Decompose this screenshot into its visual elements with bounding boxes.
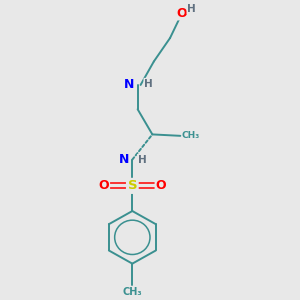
Text: H: H [138, 154, 146, 165]
Text: O: O [156, 179, 166, 192]
Text: N: N [118, 153, 129, 166]
Text: H: H [144, 79, 153, 88]
Text: O: O [98, 179, 109, 192]
Text: H: H [187, 4, 196, 14]
Text: CH₃: CH₃ [122, 286, 142, 296]
Text: N: N [124, 78, 134, 92]
Text: S: S [128, 179, 137, 192]
Text: CH₃: CH₃ [182, 131, 200, 140]
Text: O: O [176, 7, 187, 20]
